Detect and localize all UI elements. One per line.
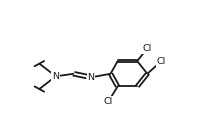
Text: N: N [87, 73, 95, 82]
Text: Cl: Cl [157, 57, 166, 66]
Text: N: N [52, 72, 59, 81]
Text: Cl: Cl [143, 44, 152, 53]
Text: Cl: Cl [104, 97, 113, 106]
